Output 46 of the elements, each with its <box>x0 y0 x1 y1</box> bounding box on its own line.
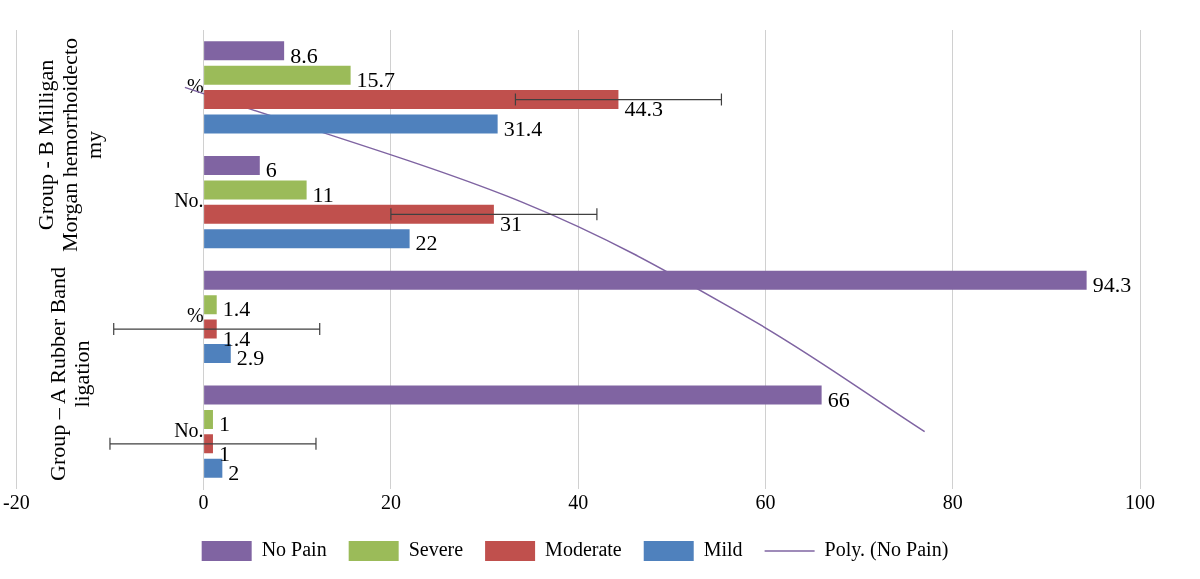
bar <box>204 409 213 429</box>
legend-label: No Pain <box>261 538 327 561</box>
data-label: 1.4 <box>222 296 251 322</box>
data-label: 66 <box>827 386 850 412</box>
bar <box>204 65 351 85</box>
bar <box>204 434 213 454</box>
y-tick-label: No. <box>174 418 204 441</box>
bar <box>204 180 307 200</box>
y-tick-label: % <box>186 304 204 327</box>
bar <box>204 114 498 134</box>
data-label: 22 <box>415 230 438 256</box>
bar <box>204 41 285 61</box>
x-tick-label: 0 <box>198 491 209 514</box>
x-tick-label: 80 <box>942 491 963 514</box>
data-label: 1 <box>218 440 230 466</box>
data-label: 15.7 <box>356 66 396 92</box>
bar <box>204 229 410 249</box>
bar <box>204 458 223 478</box>
legend-label: Poly. (No Pain) <box>824 538 949 562</box>
x-tick-label: 20 <box>380 491 401 514</box>
data-label: 6 <box>265 157 277 183</box>
data-label: 31.4 <box>503 115 543 141</box>
data-label: 94.3 <box>1092 272 1132 298</box>
x-tick-label: 60 <box>755 491 776 514</box>
annotation: Group - B Milligan Morgan hemorrhoidecto my <box>32 37 107 253</box>
legend-label: Moderate <box>545 538 622 561</box>
bar <box>204 204 494 224</box>
y-tick-label: % <box>186 74 204 97</box>
data-label: 2 <box>228 459 240 485</box>
bar <box>204 90 619 110</box>
data-label: 1 <box>218 411 230 437</box>
bar <box>204 156 260 176</box>
data-label: 11 <box>312 181 334 207</box>
data-label: 31 <box>499 211 522 237</box>
data-label: 44.3 <box>624 96 663 122</box>
annotation: Group – A Rubber Band ligation <box>44 266 95 482</box>
legend-label: Severe <box>408 538 464 561</box>
x-tick-label: 100 <box>1125 491 1155 514</box>
data-label: 8.6 <box>290 42 318 68</box>
y-tick-label: No. <box>174 189 204 212</box>
bar <box>204 319 217 339</box>
x-tick-label: -20 <box>2 491 30 514</box>
x-tick-label: 40 <box>568 491 589 514</box>
bar <box>204 295 217 315</box>
bar <box>204 385 822 405</box>
legend-label: Mild <box>703 538 743 561</box>
